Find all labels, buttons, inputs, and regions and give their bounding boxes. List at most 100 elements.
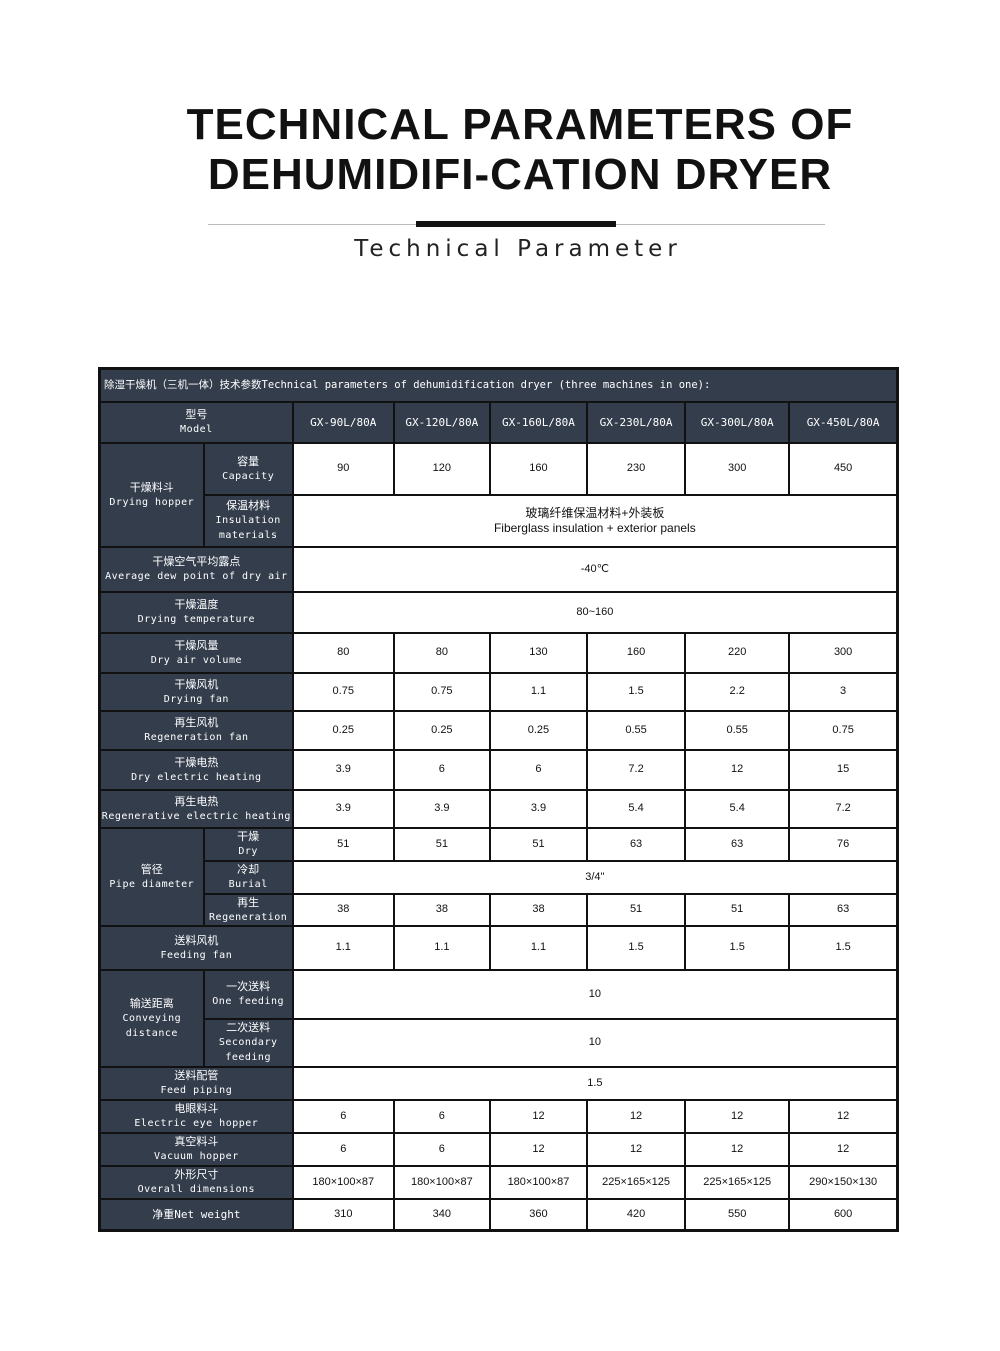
table-row: 干燥风机 Drying fan 0.75 0.75 1.1 1.5 2.2 3 (98, 671, 899, 712)
label-zh: 干燥电热 (174, 755, 219, 769)
label-zh: 干燥空气平均露点 (152, 555, 241, 568)
label-zh: 再生电热 (174, 794, 219, 808)
row-header: 再生电热 Regenerative electric heating (98, 788, 294, 829)
table-caption: 除湿干燥机（三机一体）技术参数Technical parameters of d… (98, 367, 899, 403)
value-cell: 51 (684, 892, 791, 927)
value-cell: 290×150×130 (788, 1164, 899, 1200)
value-cell: 3.9 (392, 788, 491, 829)
value-cell: 63 (788, 892, 899, 927)
label-zh: 电眼料斗 (174, 1102, 219, 1115)
value-cell: 300 (788, 631, 899, 674)
label-zh: 送料风机 (174, 933, 219, 947)
label-zh: 真空料斗 (174, 1135, 219, 1148)
value-cell: 3.9 (291, 748, 395, 791)
row-header: 干燥料斗 Drying hopper (98, 441, 205, 548)
value-cell: GX-450L/80A (788, 400, 899, 444)
label-zh: 外形尺寸 (174, 1168, 219, 1181)
value-cell: 15 (788, 748, 899, 791)
row-header: 真空料斗 Vacuum hopper (98, 1131, 294, 1167)
value-cell: 6 (488, 748, 589, 791)
value-cell: 0.25 (392, 709, 491, 751)
label-zh: 一次送料 (226, 980, 271, 993)
label-zh: 型号 (185, 408, 208, 421)
row-header: 输送距离 Conveying distance (98, 968, 205, 1068)
row-header: 二次送料 Secondary feeding (202, 1017, 294, 1068)
label-en: Capacity (222, 470, 275, 482)
row-header: 净重Net weight (98, 1197, 294, 1232)
label-en: distance (125, 1027, 178, 1039)
value-cell: 38 (392, 892, 491, 927)
value-cell: 5.4 (586, 788, 687, 829)
value-cell: 310 (291, 1197, 395, 1232)
table-row: 干燥风量 Dry air volume 80 80 130 160 220 300 (98, 631, 899, 674)
label-en: Drying temperature (137, 614, 256, 625)
value-cell: 12 (684, 1131, 791, 1167)
value-cell: 10 (291, 968, 899, 1020)
value-cell: 12 (788, 1131, 899, 1167)
row-header: 干燥 Dry (202, 826, 294, 862)
value-cell: 1.1 (488, 671, 589, 712)
parameters-table: 除湿干燥机（三机一体）技术参数Technical parameters of d… (98, 367, 899, 1232)
value-cell: 3.9 (488, 788, 589, 829)
value-cell: 1.1 (392, 924, 491, 971)
row-header: 送料风机 Feeding fan (98, 924, 294, 971)
table-row: 干燥电热 Dry electric heating 3.9 6 6 7.2 12 15 (98, 748, 899, 791)
row-header: 干燥风机 Drying fan (98, 671, 294, 712)
value-cell: 76 (788, 826, 899, 862)
label-en: materials (218, 530, 278, 541)
label-en: Regeneration fan (144, 732, 249, 743)
value-cell: 10 (291, 1017, 899, 1068)
value-cell: 玻璃纤维保温材料+外装板 Fiberglass insulation + exte… (291, 493, 899, 548)
row-header: 干燥温度 Drying temperature (98, 590, 294, 634)
value-cell: 51 (392, 826, 491, 862)
label-zh: 干燥风量 (174, 638, 219, 652)
label-en: Electric eye hopper (134, 1118, 259, 1129)
label-en: Feed piping (160, 1085, 233, 1096)
label-en: Feeding fan (160, 949, 233, 961)
label-en: Insulation (215, 515, 281, 526)
value-cell: 51 (291, 826, 395, 862)
value-cell: 90 (291, 441, 395, 496)
table-row: 真空料斗 Vacuum hopper 6 6 12 12 12 12 (98, 1131, 899, 1167)
divider-accent (416, 221, 616, 227)
value-cell: GX-230L/80A (586, 400, 687, 444)
label-zh: 管径 (140, 862, 163, 876)
label-zh: 再生风机 (174, 716, 219, 729)
label-zh: 保温材料 (226, 499, 271, 512)
value-cell: 340 (392, 1197, 491, 1232)
value-cell: 180×100×87 (488, 1164, 589, 1200)
value-cell: GX-120L/80A (392, 400, 491, 444)
value-cell: 63 (586, 826, 687, 862)
page-title: TECHNICAL PARAMETERS OF DEHUMIDIFI-CATIO… (186, 100, 854, 199)
value-cell: 1.5 (586, 671, 687, 712)
value-cell: 51 (488, 826, 589, 862)
table-row: 再生风机 Regeneration fan 0.25 0.25 0.25 0.55 0.55… (98, 709, 899, 751)
value-cell: 6 (392, 1098, 491, 1134)
value-cell: 300 (684, 441, 791, 496)
label-zh: 干燥风机 (174, 677, 219, 691)
row-header: 干燥电热 Dry electric heating (98, 748, 294, 791)
label-en: Vacuum hopper (153, 1151, 239, 1162)
value-cell: 12 (586, 1131, 687, 1167)
value-cell: 225×165×125 (684, 1164, 791, 1200)
value-cell: 12 (684, 748, 791, 791)
value-cell: 450 (788, 441, 899, 496)
value-cell: 0.75 (392, 671, 491, 712)
label-zh: 送料配管 (174, 1069, 219, 1082)
label-zh: 干燥 (237, 830, 260, 843)
value-cell: 3/4" (291, 859, 899, 895)
value-cell: 180×100×87 (392, 1164, 491, 1200)
value-cell: 220 (684, 631, 791, 674)
value-cell: GX-160L/80A (488, 400, 589, 444)
value-cell: 1.1 (488, 924, 589, 971)
value-cell: 38 (291, 892, 395, 927)
value-cell: 0.55 (684, 709, 791, 751)
value-cell: 420 (586, 1197, 687, 1232)
row-header: 冷却 Burial (202, 859, 294, 895)
value-cell: 0.25 (291, 709, 395, 751)
label-en: Drying fan (163, 693, 229, 705)
table-row: 外形尺寸 Overall dimensions 180×100×87 180×100×… (98, 1164, 899, 1200)
page-subtitle: Technical Parameter (354, 236, 682, 262)
label-en: feeding (225, 1052, 271, 1063)
label-en: Dry (238, 846, 258, 857)
